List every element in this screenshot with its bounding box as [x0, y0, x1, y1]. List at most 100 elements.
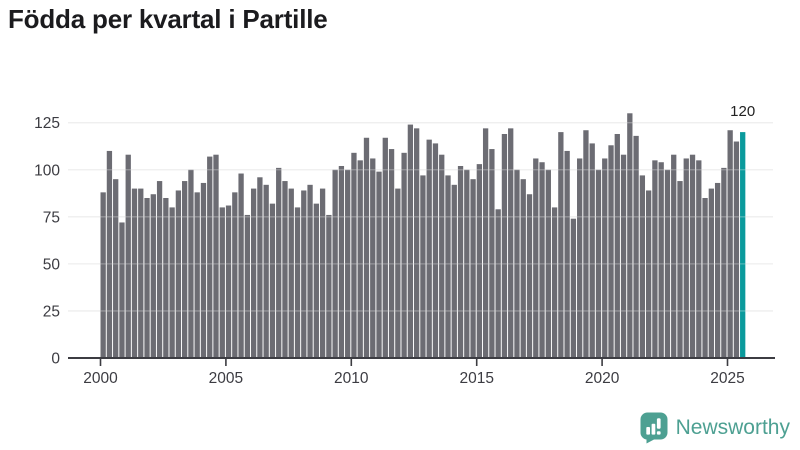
bar-2015q1: [476, 164, 482, 358]
bar-2014q3: [464, 169, 470, 358]
bar-2012q1: [401, 152, 407, 358]
bar-2002q1: [150, 194, 156, 358]
y-tick-label-25: 25: [43, 303, 60, 320]
bar-2018q2: [558, 132, 564, 358]
bar-2020q2: [608, 145, 614, 358]
highlighted-bar-2025q3: [740, 132, 746, 358]
bar-2007q3: [288, 188, 294, 358]
bar-2009q1: [326, 214, 332, 358]
bar-2014q1: [451, 184, 457, 358]
bar-2021q3: [639, 175, 646, 358]
bar-2004q2: [207, 156, 213, 358]
bar-2005q1: [225, 205, 232, 358]
bar-2012q2: [407, 124, 414, 358]
bar-2006q1: [250, 188, 257, 358]
x-tick-label-2005: 2005: [209, 370, 243, 387]
bar-2016q3: [514, 169, 520, 358]
y-tick-label-50: 50: [43, 256, 61, 273]
bar-2001q3: [138, 188, 144, 358]
x-tick-label-2015: 2015: [459, 370, 493, 387]
bar-2022q4: [671, 154, 677, 358]
bar-2011q1: [376, 171, 382, 358]
bar-2022q2: [658, 162, 664, 358]
bar-2017q3: [539, 162, 545, 358]
bar-2007q1: [276, 167, 282, 358]
bar-2014q2: [457, 165, 464, 358]
bar-2024q4: [721, 167, 727, 358]
bar-2013q3: [439, 154, 445, 358]
bar-2023q4: [696, 160, 702, 358]
exclamation-dot: [656, 431, 661, 435]
bar-2006q3: [263, 184, 269, 358]
bar-2016q1: [501, 133, 508, 358]
bar-2003q1: [175, 190, 182, 358]
bar-2012q3: [414, 128, 420, 358]
bar-2010q2: [357, 160, 363, 358]
bar-2017q2: [533, 158, 539, 358]
bar-2006q4: [269, 203, 276, 358]
bar-2015q2: [482, 128, 489, 358]
bar-2019q3: [589, 143, 595, 358]
exclamation-bar: [656, 418, 661, 429]
bar-2015q3: [489, 149, 495, 358]
bar-2000q4: [119, 222, 125, 358]
bar-2016q2: [508, 128, 514, 358]
bar-2024q1: [702, 197, 708, 358]
bar-2009q3: [338, 165, 345, 358]
bar-2005q4: [244, 214, 251, 358]
bar-2011q2: [382, 137, 388, 358]
bar-2022q3: [664, 169, 671, 358]
bar-2000q2: [106, 150, 113, 358]
bar-2013q2: [432, 143, 439, 358]
bar-2020q3: [614, 133, 620, 358]
bar-2015q4: [495, 209, 501, 358]
x-tick-label-2010: 2010: [334, 370, 369, 387]
y-tick-label-100: 100: [34, 162, 60, 179]
bar-2000q3: [113, 179, 119, 358]
bar-2013q4: [445, 175, 451, 358]
bar-2018q4: [570, 218, 577, 358]
bar-2023q1: [677, 181, 683, 358]
bar-2009q2: [332, 169, 338, 358]
x-tick-label-2020: 2020: [585, 370, 620, 387]
bar-2019q2: [583, 130, 589, 358]
newsworthy-logo[interactable]: Newsworthy: [639, 411, 790, 444]
bar-2023q2: [683, 158, 689, 358]
bar-2022q1: [652, 160, 658, 358]
bar-2005q3: [238, 173, 244, 358]
bar-2017q4: [545, 169, 551, 358]
bar-2004q1: [200, 182, 207, 358]
x-tick-label-2025: 2025: [710, 370, 744, 387]
bar-2021q4: [645, 190, 652, 358]
bar-2023q3: [689, 154, 696, 358]
bar-2003q3: [188, 169, 194, 358]
last-value-label: 120: [730, 103, 755, 120]
bar-2021q1: [627, 113, 633, 359]
bar-2017q1: [526, 194, 533, 358]
mini-bar-2: [651, 423, 655, 435]
bar-2016q4: [520, 179, 526, 358]
mini-bar-1: [645, 427, 650, 435]
bar-2008q2: [307, 184, 313, 358]
bar-2010q4: [370, 158, 376, 358]
bar-2014q4: [470, 179, 476, 358]
x-tick-label-2000: 2000: [83, 370, 118, 387]
bar-2021q2: [633, 135, 639, 358]
bar-2003q4: [194, 192, 200, 358]
newsworthy-wordmark: Newsworthy: [675, 415, 790, 439]
bar-2000q1: [100, 192, 106, 358]
bar-2004q4: [219, 207, 225, 358]
y-tick-label-125: 125: [34, 115, 60, 132]
bar-2001q4: [144, 197, 150, 358]
bar-2012q4: [420, 175, 426, 358]
bar-2018q1: [551, 207, 558, 358]
bar-2007q4: [294, 207, 301, 358]
bar-2002q4: [169, 207, 175, 358]
bar-2024q3: [714, 182, 721, 358]
bar-2010q1: [351, 152, 357, 358]
bar-2001q2: [131, 188, 138, 358]
bar-2008q4: [319, 188, 326, 358]
bar-2025q2: [733, 141, 740, 358]
